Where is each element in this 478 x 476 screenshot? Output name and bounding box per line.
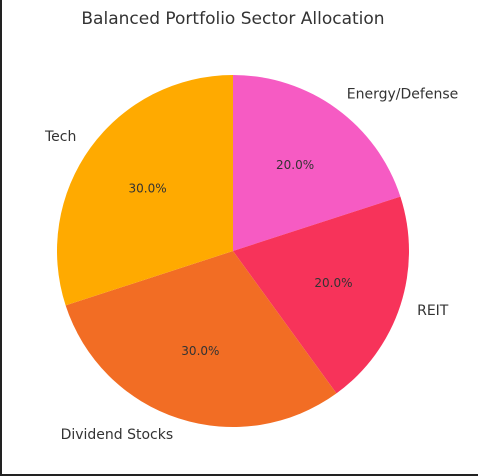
slice-label-tech: Tech: [44, 129, 76, 145]
slice-percent-reit: 20.0%: [314, 276, 352, 290]
pie-slice-tech: [56, 75, 233, 306]
slice-percent-energy-defense: 20.0%: [276, 158, 314, 172]
pie-slice-energy-defense: [233, 75, 401, 251]
slice-percent-dividend-stocks: 30.0%: [181, 344, 219, 358]
slice-label-energy-defense: Energy/Defense: [347, 86, 458, 102]
slice-label-dividend-stocks: Dividend Stocks: [61, 427, 174, 443]
pie-slice-reit: [233, 196, 410, 394]
slice-label-reit: REIT: [417, 303, 449, 319]
pie-slice-dividend-stocks: [65, 251, 337, 428]
pie-slices: [56, 75, 410, 428]
slice-percent-tech: 30.0%: [129, 181, 167, 195]
pie-labels: Energy/Defense 20.0% REIT 20.0% Dividend Sto…: [44, 86, 458, 443]
chart-title: Balanced Portfolio Sector Allocation: [81, 9, 384, 29]
